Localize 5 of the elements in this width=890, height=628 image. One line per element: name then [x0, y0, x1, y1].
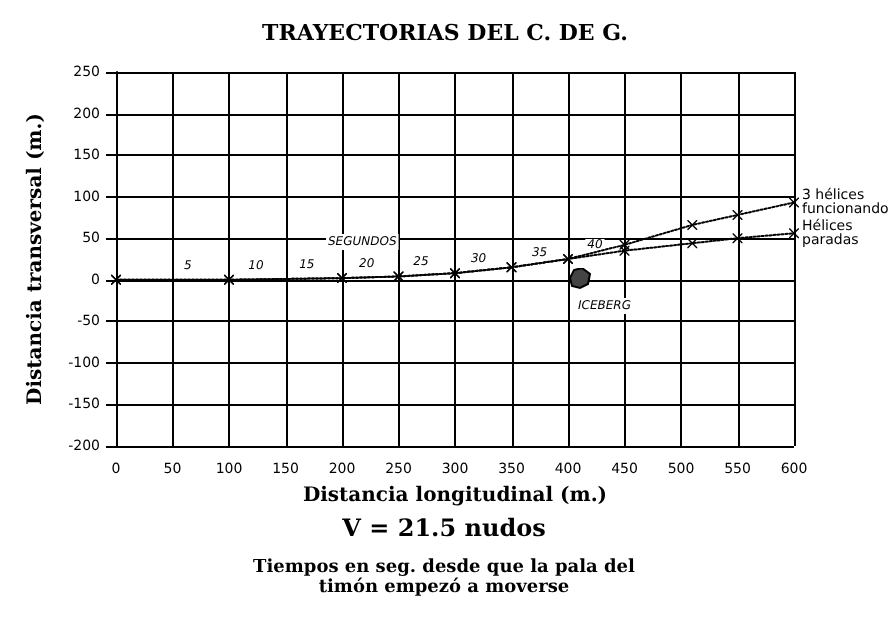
chart-title: TRAYECTORIAS DEL C. DE G.: [262, 20, 628, 46]
y-axis-title: Distancia transversal (m.): [25, 113, 48, 405]
x-axis-title: Distancia longitudinal (m.): [302, 484, 608, 507]
text: V = 21.5 nudos: [340, 514, 548, 542]
text: Tiempos en seg. desde que la pala del timón empezó a moverse: [251, 558, 637, 598]
